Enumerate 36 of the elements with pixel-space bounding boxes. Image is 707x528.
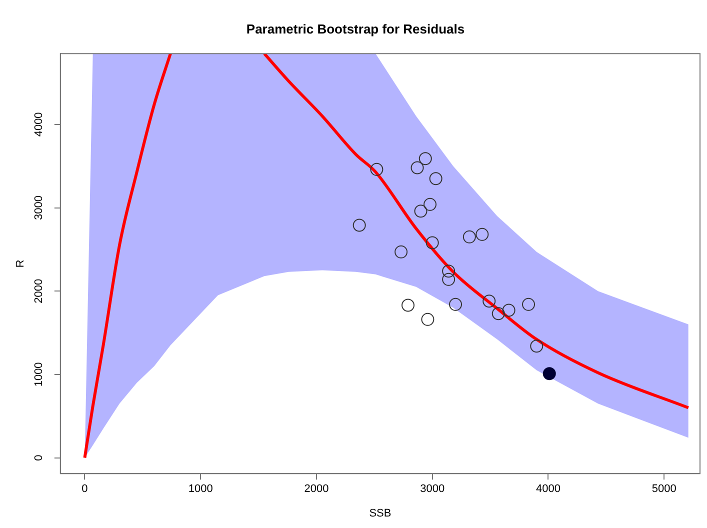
y-tick-label: 4000 (33, 112, 46, 137)
x-tick-label: 1000 (188, 483, 213, 496)
point (370, 162, 384, 176)
point (542, 367, 556, 380)
chart-title: Parametric Bootstrap for Residuals (246, 21, 465, 36)
point (414, 204, 428, 218)
point (442, 264, 456, 278)
point (394, 245, 408, 258)
y-tick-label: 2000 (33, 278, 46, 304)
point (449, 298, 462, 311)
point (426, 236, 439, 250)
x-tick-label: 0 (82, 483, 88, 496)
y-tick-label: 1000 (33, 362, 46, 387)
point (402, 298, 415, 312)
point (522, 298, 536, 311)
point (352, 218, 366, 232)
point (492, 307, 505, 320)
point (530, 340, 544, 353)
x-tick-label: 3000 (420, 483, 445, 496)
x-tick-label: 2000 (304, 483, 329, 496)
y-tick-label: 0 (33, 454, 46, 461)
point (476, 228, 489, 241)
point (410, 161, 424, 174)
x-tick-label: 4000 (536, 483, 560, 496)
y-tick-label: 3000 (33, 196, 46, 220)
point (424, 198, 437, 211)
point (418, 152, 432, 166)
point (502, 304, 516, 317)
y-axis-title: R (14, 260, 27, 268)
x-tick-label: 5000 (652, 483, 676, 496)
point (462, 230, 476, 244)
point (429, 172, 442, 186)
point (442, 272, 456, 286)
point (482, 294, 496, 308)
point (421, 312, 434, 326)
x-axis-title: SSB (369, 507, 392, 520)
